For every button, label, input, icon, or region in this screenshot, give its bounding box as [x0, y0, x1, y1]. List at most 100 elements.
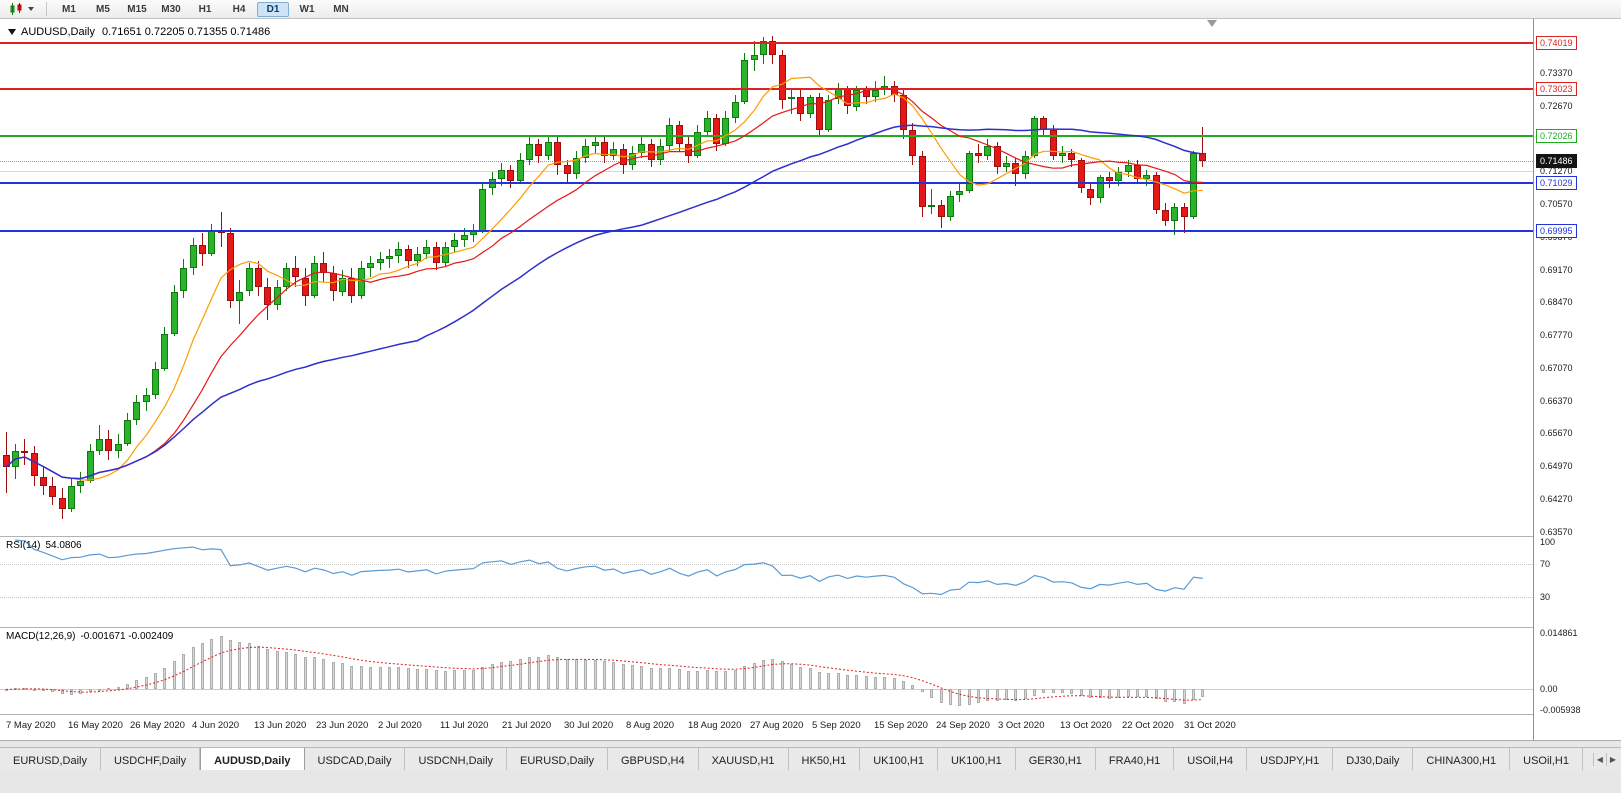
chart-tab-ger30-h1[interactable]: GER30,H1 [1015, 748, 1096, 770]
time-axis-label: 4 Jun 2020 [192, 720, 240, 731]
price-chart-pane[interactable]: AUDUSD,Daily 0.71651 0.72205 0.71355 0.7… [0, 19, 1533, 535]
chart-tab-eurusd-daily[interactable]: EURUSD,Daily [507, 748, 608, 770]
macd-histogram-bar [294, 653, 298, 690]
chart-shift-marker[interactable] [1206, 20, 1217, 27]
chart-tab-usoil-h4[interactable]: USOil,H4 [1174, 748, 1248, 770]
candle [1105, 176, 1113, 182]
macd-histogram-bar [986, 689, 990, 702]
chevron-down-icon [28, 7, 34, 11]
rsi-indicator-pane[interactable]: RSI(14) 54.0806 [0, 537, 1533, 626]
macd-histogram-bar [752, 662, 756, 690]
chart-symbol-period: AUDUSD,Daily [21, 26, 95, 38]
chart-tab-uk100-h1[interactable]: UK100,H1 [860, 748, 938, 770]
chart-tab-usdchf-daily[interactable]: USDCHF,Daily [100, 748, 201, 770]
macd-histogram-bar [593, 659, 597, 690]
chart-tab-usdjpy-h1[interactable]: USDJPY,H1 [1247, 748, 1334, 770]
time-axis[interactable]: 7 May 2020 16 May 2020 26 May 2020 4 Jun 20… [0, 715, 1533, 740]
tab-scroll-left-icon[interactable]: ◀ [1592, 752, 1606, 766]
horizontal-line-0.73023[interactable] [0, 88, 1533, 91]
candle [301, 277, 309, 297]
tab-scroll-buttons: ◀ ▶ [1592, 748, 1621, 770]
candle [96, 439, 103, 451]
timeframe-button-m1[interactable]: M1 [62, 3, 76, 15]
macd-histogram-bar [724, 670, 728, 690]
price-axis[interactable]: 0.740700.733700.726700.719700.712700.705… [1533, 19, 1621, 740]
current-price-tag: 0.71486 [1536, 154, 1577, 169]
chart-tab-dj30-daily[interactable]: DJ30,Daily [1333, 748, 1414, 770]
pane-separator[interactable] [0, 536, 1621, 537]
pane-separator[interactable] [0, 627, 1621, 628]
chart-tab-usdcad-daily[interactable]: USDCAD,Daily [304, 748, 406, 770]
timeframe-button-w1[interactable]: W1 [299, 3, 315, 15]
rsi-guide-70 [0, 564, 1533, 566]
macd-histogram-bar [415, 668, 419, 690]
candle [161, 333, 169, 369]
candle [1068, 153, 1076, 161]
candle [535, 144, 543, 156]
toolbar-separator [46, 2, 47, 16]
macd-histogram-bar [864, 676, 868, 690]
macd-histogram-bar [1163, 689, 1167, 702]
chart-tab-fra40-h1[interactable]: FRA40,H1 [1095, 748, 1175, 770]
timeframe-button-h4[interactable]: H4 [232, 3, 246, 15]
chart-tab-hk50-h1[interactable]: HK50,H1 [788, 748, 861, 770]
macd-indicator-name: MACD(12,26,9) [6, 631, 76, 642]
chart-ohlc-values: 0.71651 0.72205 0.71355 0.71486 [101, 26, 271, 38]
candle-wick [1183, 202, 1185, 233]
chart-tab-audusd-daily[interactable]: AUDUSD,Daily [200, 748, 305, 770]
horizontal-line-0.69995[interactable] [0, 229, 1533, 232]
tab-scroll-right-icon[interactable]: ▶ [1605, 752, 1619, 766]
candle [591, 141, 599, 147]
macd-histogram-bar [621, 664, 625, 690]
macd-histogram-bar [1023, 689, 1027, 700]
chart-tab-usdcnh-daily[interactable]: USDCNH,Daily [405, 748, 508, 770]
timeframe-button-h1[interactable]: H1 [198, 3, 212, 15]
chart-tab-usoil-h1[interactable]: USOil,H1 [1510, 748, 1583, 770]
candle [1077, 160, 1085, 189]
candle-wick [239, 279, 241, 325]
candle [984, 146, 992, 156]
macd-histogram-bar [472, 670, 475, 690]
macd-indicator-values: -0.001671 -0.002409 [80, 631, 174, 642]
candle [460, 235, 468, 240]
macd-indicator-pane[interactable]: MACD(12,26,9) -0.001671 -0.002409 [0, 628, 1533, 714]
time-axis-label: 16 May 2020 [68, 720, 123, 731]
chart-tab-china300-h1[interactable]: CHINA300,H1 [1413, 748, 1511, 770]
timeframe-button-d1[interactable]: D1 [257, 1, 289, 17]
macd-axis-label: -0.005938 [1540, 705, 1581, 715]
chart-tab-gbpusd-h4[interactable]: GBPUSD,H4 [608, 748, 699, 770]
macd-label: MACD(12,26,9) -0.001671 -0.002409 [6, 631, 178, 642]
timeframe-button-m5[interactable]: M5 [96, 3, 110, 15]
price-axis-label: 0.66370 [1540, 395, 1573, 406]
price-axis-label: 0.69170 [1540, 264, 1573, 275]
chart-tab-xauusd-h1[interactable]: XAUUSD,H1 [698, 748, 789, 770]
macd-histogram-bar [930, 689, 934, 698]
candle [928, 204, 936, 208]
chart-title: AUDUSD,Daily 0.71651 0.72205 0.71355 0.7… [8, 26, 270, 38]
candle [544, 141, 552, 156]
timeframe-button-m30[interactable]: M30 [161, 3, 181, 15]
new-chart-button[interactable] [4, 1, 39, 18]
candle [180, 268, 188, 292]
macd-histogram-bar [481, 667, 485, 690]
candle [1096, 176, 1104, 198]
macd-histogram-bar [425, 668, 429, 690]
candle [292, 268, 300, 278]
timeframe-button-m15[interactable]: M15 [127, 3, 147, 15]
level-price-tag: 0.73023 [1536, 82, 1577, 97]
macd-histogram-bar [705, 669, 709, 690]
horizontal-line-0.74019[interactable] [0, 41, 1533, 44]
macd-histogram-bar [602, 661, 606, 690]
macd-histogram-bar [1135, 689, 1139, 698]
chart-tab-uk100-h1[interactable]: UK100,H1 [937, 748, 1016, 770]
macd-histogram-bar [874, 676, 877, 690]
macd-histogram-bar [219, 636, 223, 690]
timeframe-button-mn[interactable]: MN [333, 3, 349, 15]
horizontal-line-0.71029[interactable] [0, 181, 1533, 184]
chart-tab-eurusd-daily[interactable]: EURUSD,Daily [0, 748, 101, 770]
horizontal-line-0.72026[interactable] [0, 134, 1533, 137]
candle [1031, 118, 1038, 156]
one-click-trading-toggle-icon[interactable] [8, 29, 16, 35]
macd-histogram-bar [247, 643, 251, 690]
macd-histogram-bar [228, 639, 232, 690]
